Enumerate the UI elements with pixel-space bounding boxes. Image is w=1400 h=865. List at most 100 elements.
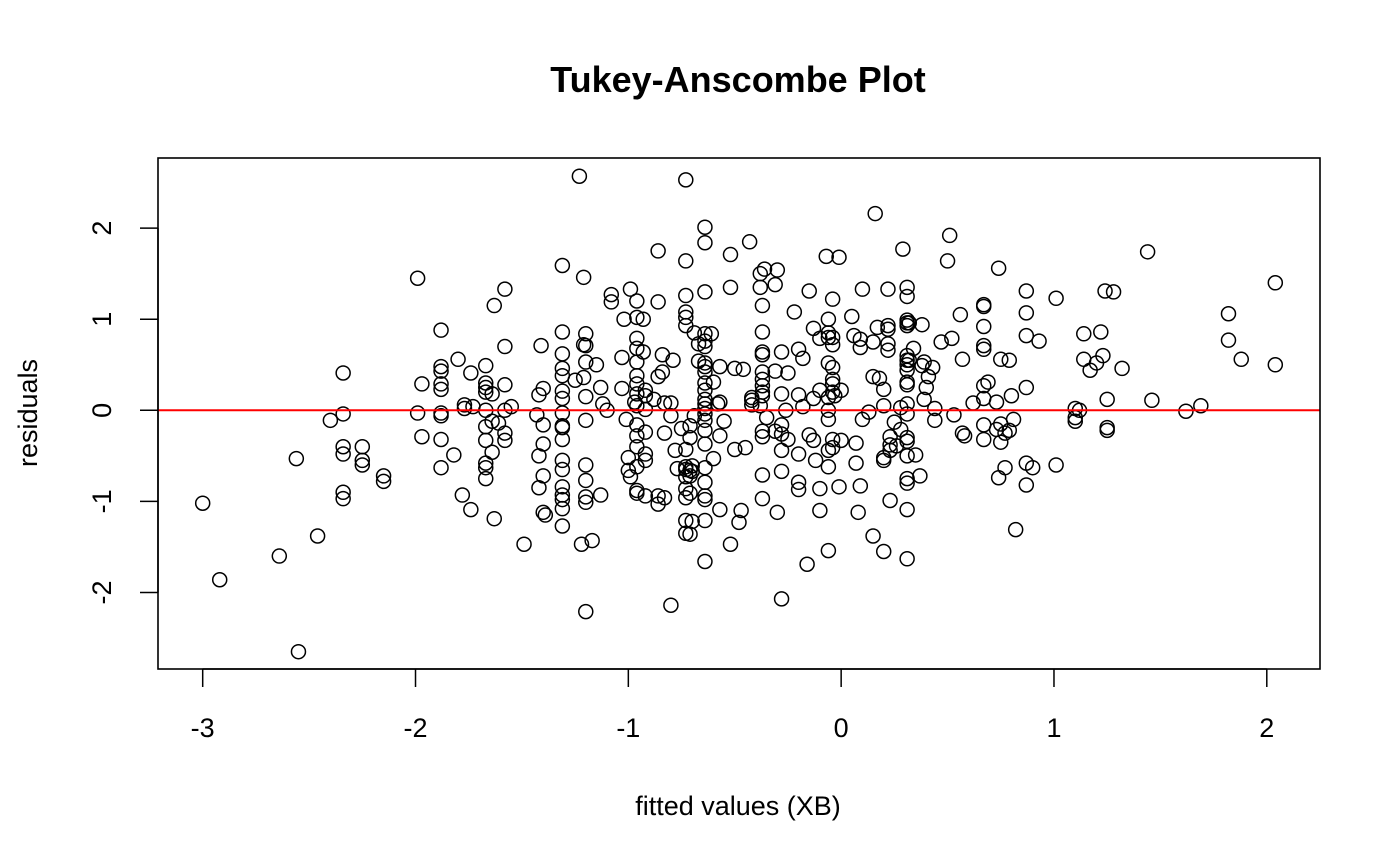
data-point xyxy=(869,319,886,336)
data-point xyxy=(993,434,1009,450)
data-point xyxy=(907,447,924,463)
data-point xyxy=(820,411,837,428)
data-point xyxy=(697,219,713,235)
data-point xyxy=(754,387,771,404)
data-point xyxy=(844,308,860,325)
data-point xyxy=(335,446,351,462)
data-point xyxy=(686,325,703,341)
x-tick-label: -1 xyxy=(616,713,640,743)
data-point xyxy=(801,427,817,443)
data-point xyxy=(535,468,551,484)
data-point xyxy=(433,363,449,379)
data-point xyxy=(554,257,571,274)
data-point xyxy=(712,358,728,375)
data-point xyxy=(975,298,992,315)
data-point xyxy=(975,377,992,394)
data-point xyxy=(656,425,673,441)
data-point xyxy=(211,571,228,588)
data-point xyxy=(433,376,449,392)
data-point xyxy=(773,417,790,433)
data-point xyxy=(786,304,803,320)
data-point xyxy=(795,398,811,415)
data-point xyxy=(1018,379,1035,396)
plot-frame xyxy=(157,157,1321,670)
data-point xyxy=(637,488,654,504)
data-point xyxy=(637,446,654,462)
data-point xyxy=(790,481,807,498)
data-point xyxy=(899,475,915,491)
data-point xyxy=(726,441,743,458)
data-point xyxy=(1220,306,1237,322)
data-point xyxy=(799,556,815,572)
data-point xyxy=(754,297,771,314)
data-point xyxy=(375,473,392,490)
data-point xyxy=(820,329,837,346)
data-point xyxy=(682,418,698,434)
data-point xyxy=(833,382,849,399)
data-point xyxy=(554,360,571,377)
data-point xyxy=(456,400,473,417)
data-point xyxy=(773,591,790,607)
data-point xyxy=(414,428,430,445)
data-point xyxy=(354,452,371,469)
data-point xyxy=(456,397,473,413)
data-point xyxy=(463,501,479,518)
data-point xyxy=(1048,457,1064,473)
data-point xyxy=(578,326,594,342)
data-point xyxy=(1095,347,1111,364)
data-point xyxy=(722,536,739,552)
data-point xyxy=(629,309,645,326)
data-point xyxy=(756,261,773,277)
data-point xyxy=(592,487,609,503)
data-point xyxy=(697,358,713,375)
data-point xyxy=(571,168,588,184)
data-point xyxy=(812,330,828,347)
data-point xyxy=(616,311,632,327)
data-point xyxy=(622,281,639,297)
data-point xyxy=(918,379,935,396)
data-point xyxy=(477,470,494,487)
data-point xyxy=(697,488,713,504)
data-point xyxy=(1193,398,1209,414)
x-axis-label: fitted values (XB) xyxy=(635,791,841,821)
data-point xyxy=(1267,275,1284,291)
data-point xyxy=(697,234,713,251)
data-point xyxy=(820,442,837,459)
data-point xyxy=(820,459,837,475)
data-point xyxy=(578,457,594,473)
x-tick-label: -2 xyxy=(404,713,428,743)
data-point xyxy=(899,501,915,518)
data-point xyxy=(1024,459,1041,476)
data-point xyxy=(656,490,673,506)
data-point xyxy=(790,341,807,358)
data-point xyxy=(880,281,896,297)
data-point xyxy=(899,288,915,305)
data-point xyxy=(1018,283,1035,299)
data-point xyxy=(335,406,351,422)
data-point xyxy=(335,484,351,501)
data-point xyxy=(497,425,513,441)
data-point xyxy=(477,432,494,449)
data-point xyxy=(554,324,571,340)
data-point xyxy=(769,262,786,278)
data-point xyxy=(484,444,500,460)
data-point xyxy=(754,428,771,445)
data-point xyxy=(899,317,915,334)
data-point xyxy=(975,318,992,335)
y-tick-label: -2 xyxy=(87,580,117,604)
data-point xyxy=(833,432,849,449)
data-point xyxy=(578,354,594,370)
data-point xyxy=(290,643,307,660)
data-point xyxy=(824,336,841,353)
data-point xyxy=(486,297,503,314)
data-point xyxy=(454,487,471,503)
data-point xyxy=(650,243,666,259)
data-point xyxy=(722,246,739,263)
data-point xyxy=(1099,422,1115,439)
data-point xyxy=(954,351,971,368)
data-point xyxy=(535,504,551,521)
data-point xyxy=(1018,477,1035,493)
data-point xyxy=(1114,360,1130,377)
data-point xyxy=(820,542,837,559)
data-point xyxy=(697,436,713,452)
